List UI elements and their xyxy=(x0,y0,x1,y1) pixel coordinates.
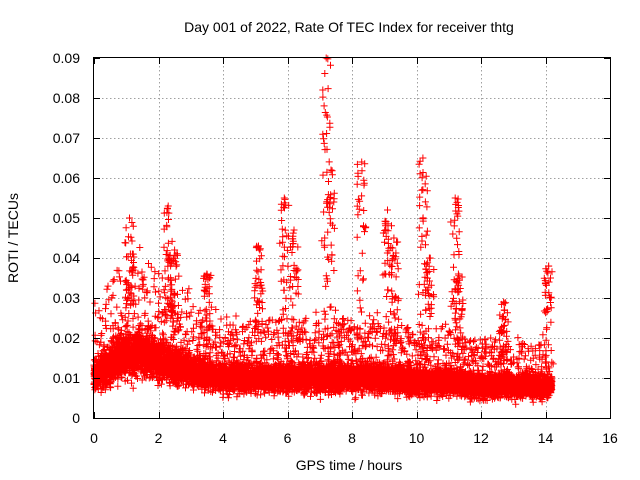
y-tick-label: 0.02 xyxy=(53,330,80,346)
chart-title: Day 001 of 2022, Rate Of TEC Index for r… xyxy=(184,19,514,35)
x-tick-label: 14 xyxy=(538,430,554,446)
y-tick-label: 0.01 xyxy=(53,370,80,386)
x-tick-label: 8 xyxy=(348,430,356,446)
data-points xyxy=(90,54,557,408)
y-tick-label: 0.04 xyxy=(53,250,80,266)
y-tick-label: 0 xyxy=(72,410,80,426)
x-tick-label: 10 xyxy=(409,430,425,446)
y-tick-label: 0.07 xyxy=(53,130,80,146)
x-tick-label: 0 xyxy=(90,430,98,446)
x-tick-label: 2 xyxy=(155,430,163,446)
y-tick-label: 0.08 xyxy=(53,90,80,106)
x-tick-label: 12 xyxy=(473,430,489,446)
y-axis-label: ROTI / TECUs xyxy=(5,193,21,283)
y-tick-label: 0.05 xyxy=(53,210,80,226)
x-tick-label: 4 xyxy=(219,430,227,446)
y-tick-labels: 0 0.01 0.02 0.03 0.04 0.05 0.06 0.07 0.08 0.09 xyxy=(53,50,80,426)
x-tick-labels: 0 2 4 6 8 10 12 14 16 xyxy=(90,430,618,446)
x-tick-label: 6 xyxy=(284,430,292,446)
x-tick-label: 16 xyxy=(602,430,618,446)
roti-markers xyxy=(90,54,557,408)
plot-frame xyxy=(93,57,611,419)
y-tick-label: 0.06 xyxy=(53,170,80,186)
axis-ticks xyxy=(94,58,611,419)
x-axis-label: GPS time / hours xyxy=(296,457,403,473)
y-tick-label: 0.09 xyxy=(53,50,80,66)
y-tick-label: 0.03 xyxy=(53,290,80,306)
